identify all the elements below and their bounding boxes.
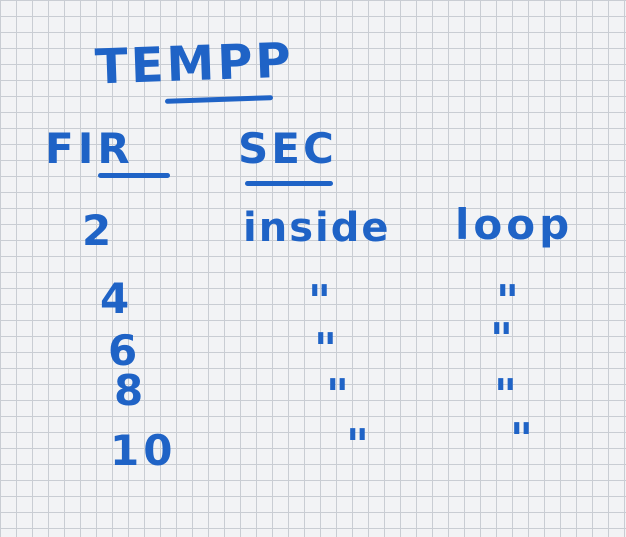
title-underline xyxy=(164,95,274,104)
ditto-sec-row-4: " xyxy=(326,370,349,421)
ditto-sec-row-5: " xyxy=(346,420,369,471)
column-header-fir: FIR xyxy=(45,124,134,173)
column-header-sec: SEC xyxy=(238,124,337,173)
fir-value-row-2: 4 xyxy=(100,274,130,323)
ditto-extra-row-2: " xyxy=(496,276,519,327)
ditto-extra-row-5: " xyxy=(510,414,533,465)
ditto-extra-row-4: " xyxy=(494,370,517,421)
page-title: TEMPP xyxy=(94,32,295,96)
fir-value-row-4: 8 xyxy=(114,366,144,415)
fir-underline xyxy=(98,173,170,178)
sec-underline xyxy=(245,181,333,186)
ditto-extra-row-3: " xyxy=(490,314,513,365)
fir-value-row-3: 6 xyxy=(108,326,138,375)
fir-value-row-1: 2 xyxy=(82,206,112,255)
ditto-sec-row-2: " xyxy=(308,276,331,327)
ditto-sec-row-3: " xyxy=(314,324,337,375)
fir-value-row-5: 10 xyxy=(110,426,177,475)
sec-value-row-1: inside xyxy=(243,205,391,251)
extra-value-row-1: loop xyxy=(455,200,574,249)
